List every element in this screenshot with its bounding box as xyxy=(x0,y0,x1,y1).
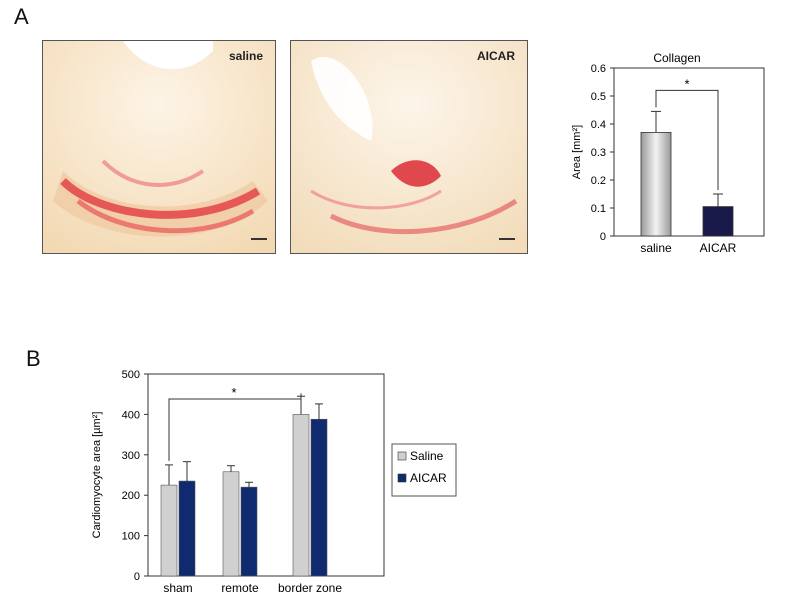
y-tick-label: 0.2 xyxy=(591,175,606,187)
plot-frame xyxy=(613,67,765,237)
legend-label-aicar: AICAR xyxy=(410,471,447,485)
y-tick-label: 0.5 xyxy=(591,91,606,103)
bar-aicar-sham xyxy=(178,480,196,577)
bar-saline-sham xyxy=(160,484,178,577)
y-tick-label: 300 xyxy=(122,450,140,462)
bar-aicar-remote xyxy=(240,486,258,577)
y-tick-label: 400 xyxy=(122,409,140,421)
saline-micrograph: saline xyxy=(42,40,276,254)
x-tick-label: saline xyxy=(640,241,672,255)
legend-swatch-saline xyxy=(397,451,407,461)
bar-saline-border-zone xyxy=(292,414,310,577)
significance-bracket xyxy=(655,89,719,190)
cardiomyocyte-chart: 0 100 200 300 400 500 Cardiomyocyte area [µm²]… xyxy=(91,369,457,595)
chart-title: Collagen xyxy=(653,51,700,65)
significance-star: * xyxy=(231,385,236,400)
significance-star: * xyxy=(684,76,689,91)
significance-bracket xyxy=(168,393,302,461)
y-tick-label: 0.6 xyxy=(591,63,606,75)
bar-saline-remote xyxy=(222,471,240,577)
panel-b-letter: B xyxy=(26,346,41,371)
y-axis-label: Cardiomyocyte area [µm²] xyxy=(91,412,103,539)
y-tick-label: 0.3 xyxy=(591,147,606,159)
x-tick-label: AICAR xyxy=(700,241,737,255)
bar-saline xyxy=(640,132,672,237)
y-tick-label: 0.4 xyxy=(591,119,606,131)
y-tick-label: 200 xyxy=(122,490,140,502)
y-tick-label: 100 xyxy=(122,531,140,543)
aicar-image-label: AICAR xyxy=(477,49,515,63)
y-tick-label: 0 xyxy=(134,571,140,583)
collagen-chart: Collagen 0 0.1 0.2 0.3 0.4 0.5 0.6 Area [mm²] sal… xyxy=(571,51,765,255)
y-tick-label: 0 xyxy=(600,231,606,243)
x-tick-label: sham xyxy=(163,581,192,595)
bar-AICAR xyxy=(702,206,734,237)
plot-frame xyxy=(147,373,385,577)
y-tick-label: 500 xyxy=(122,369,140,381)
saline-image-label: saline xyxy=(228,49,263,63)
scale-bar xyxy=(499,238,515,240)
legend-swatch-aicar xyxy=(397,473,407,483)
bar-aicar-border-zone xyxy=(310,418,328,577)
legend-label-saline: Saline xyxy=(410,449,444,463)
panel-a-letter: A xyxy=(14,4,29,29)
aicar-micrograph: AICAR xyxy=(290,40,528,254)
x-tick-label: remote xyxy=(221,581,259,595)
y-tick-label: 0.1 xyxy=(591,203,606,215)
y-axis-label: Area [mm²] xyxy=(571,125,583,179)
scale-bar xyxy=(251,238,267,240)
x-tick-label: border zone xyxy=(278,581,342,595)
